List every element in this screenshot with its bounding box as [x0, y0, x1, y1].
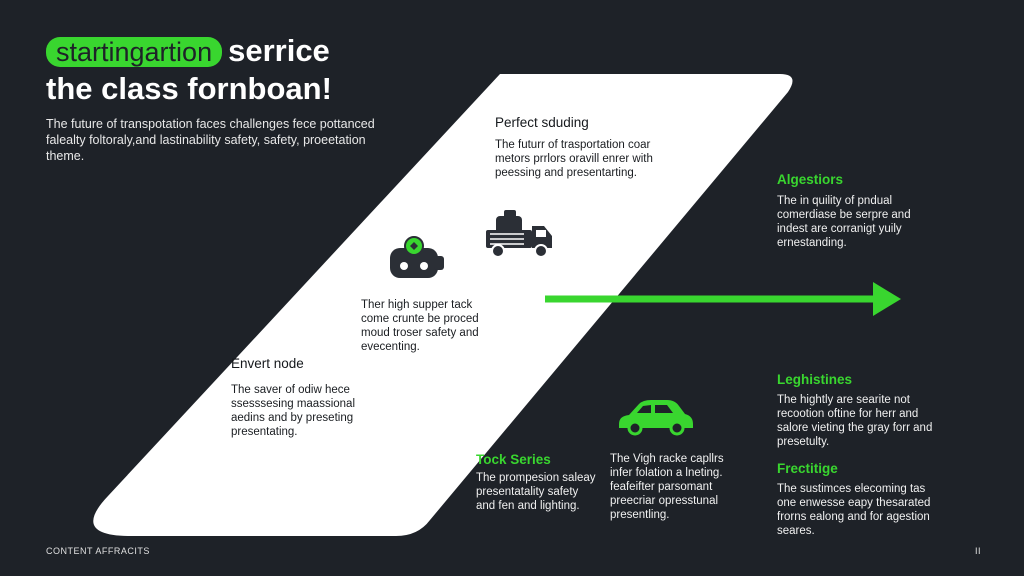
- block-algestiors: Algestiors The in quility of pndual come…: [777, 172, 932, 250]
- block-frectitige-text: The sustimces elecoming tas one enwesse …: [777, 483, 931, 537]
- block-leghistines-heading: Leghistines: [777, 372, 853, 387]
- footer-page-number: II: [975, 546, 982, 556]
- block-tock-heading: Tock Series: [476, 452, 551, 467]
- truck-icon: [486, 210, 552, 258]
- title-pill: startingartion: [46, 37, 223, 67]
- header-title-line2: the class fornboan!: [46, 71, 332, 106]
- vehicle-sensor-icon: [390, 236, 444, 278]
- title-rest: serrice: [228, 33, 330, 68]
- block-frectitige-heading: Frectitige: [777, 461, 838, 476]
- block-perfect-text: The futurr of trasportation coar metors …: [495, 139, 653, 179]
- block-perfect-heading: Perfect sduding: [495, 115, 589, 130]
- footer-left: CONTENT AFFRACITS: [46, 546, 150, 556]
- block-leghistines: Leghistines The hightly are searite not …: [777, 372, 947, 449]
- block-frectitige: Frectitige The sustimces elecoming tas o…: [777, 461, 947, 538]
- block-high-text: Ther high supper tack come crunte be pro…: [361, 299, 479, 353]
- block-leghistines-text: The hightly are searite not recootion of…: [777, 394, 933, 448]
- block-vigh-text: The Vigh racke capllrs infer folation a …: [610, 453, 724, 521]
- block-tock-text: The prompesion saleay presentatality saf…: [476, 472, 596, 512]
- arrow-head-icon: [873, 282, 901, 316]
- block-perfect: Perfect sduding The futurr of trasportat…: [495, 115, 655, 180]
- block-algestiors-heading: Algestiors: [777, 172, 844, 187]
- block-tock: Tock Series The prompesion saleay presen…: [476, 452, 600, 513]
- block-envert-heading: Envert node: [231, 356, 304, 371]
- diagonal-panel: [93, 74, 793, 536]
- header-lead: The future of transpotation faces challe…: [46, 117, 375, 163]
- header-title-line1: startingartion serrice: [46, 33, 330, 69]
- car-icon: [619, 400, 693, 436]
- block-envert: Envert node The saver of odiw hece ssess…: [231, 356, 373, 439]
- block-envert-text: The saver of odiw hece ssesssesing maass…: [231, 384, 356, 438]
- block-algestiors-text: The in quility of pndual comerdiase be s…: [777, 195, 911, 249]
